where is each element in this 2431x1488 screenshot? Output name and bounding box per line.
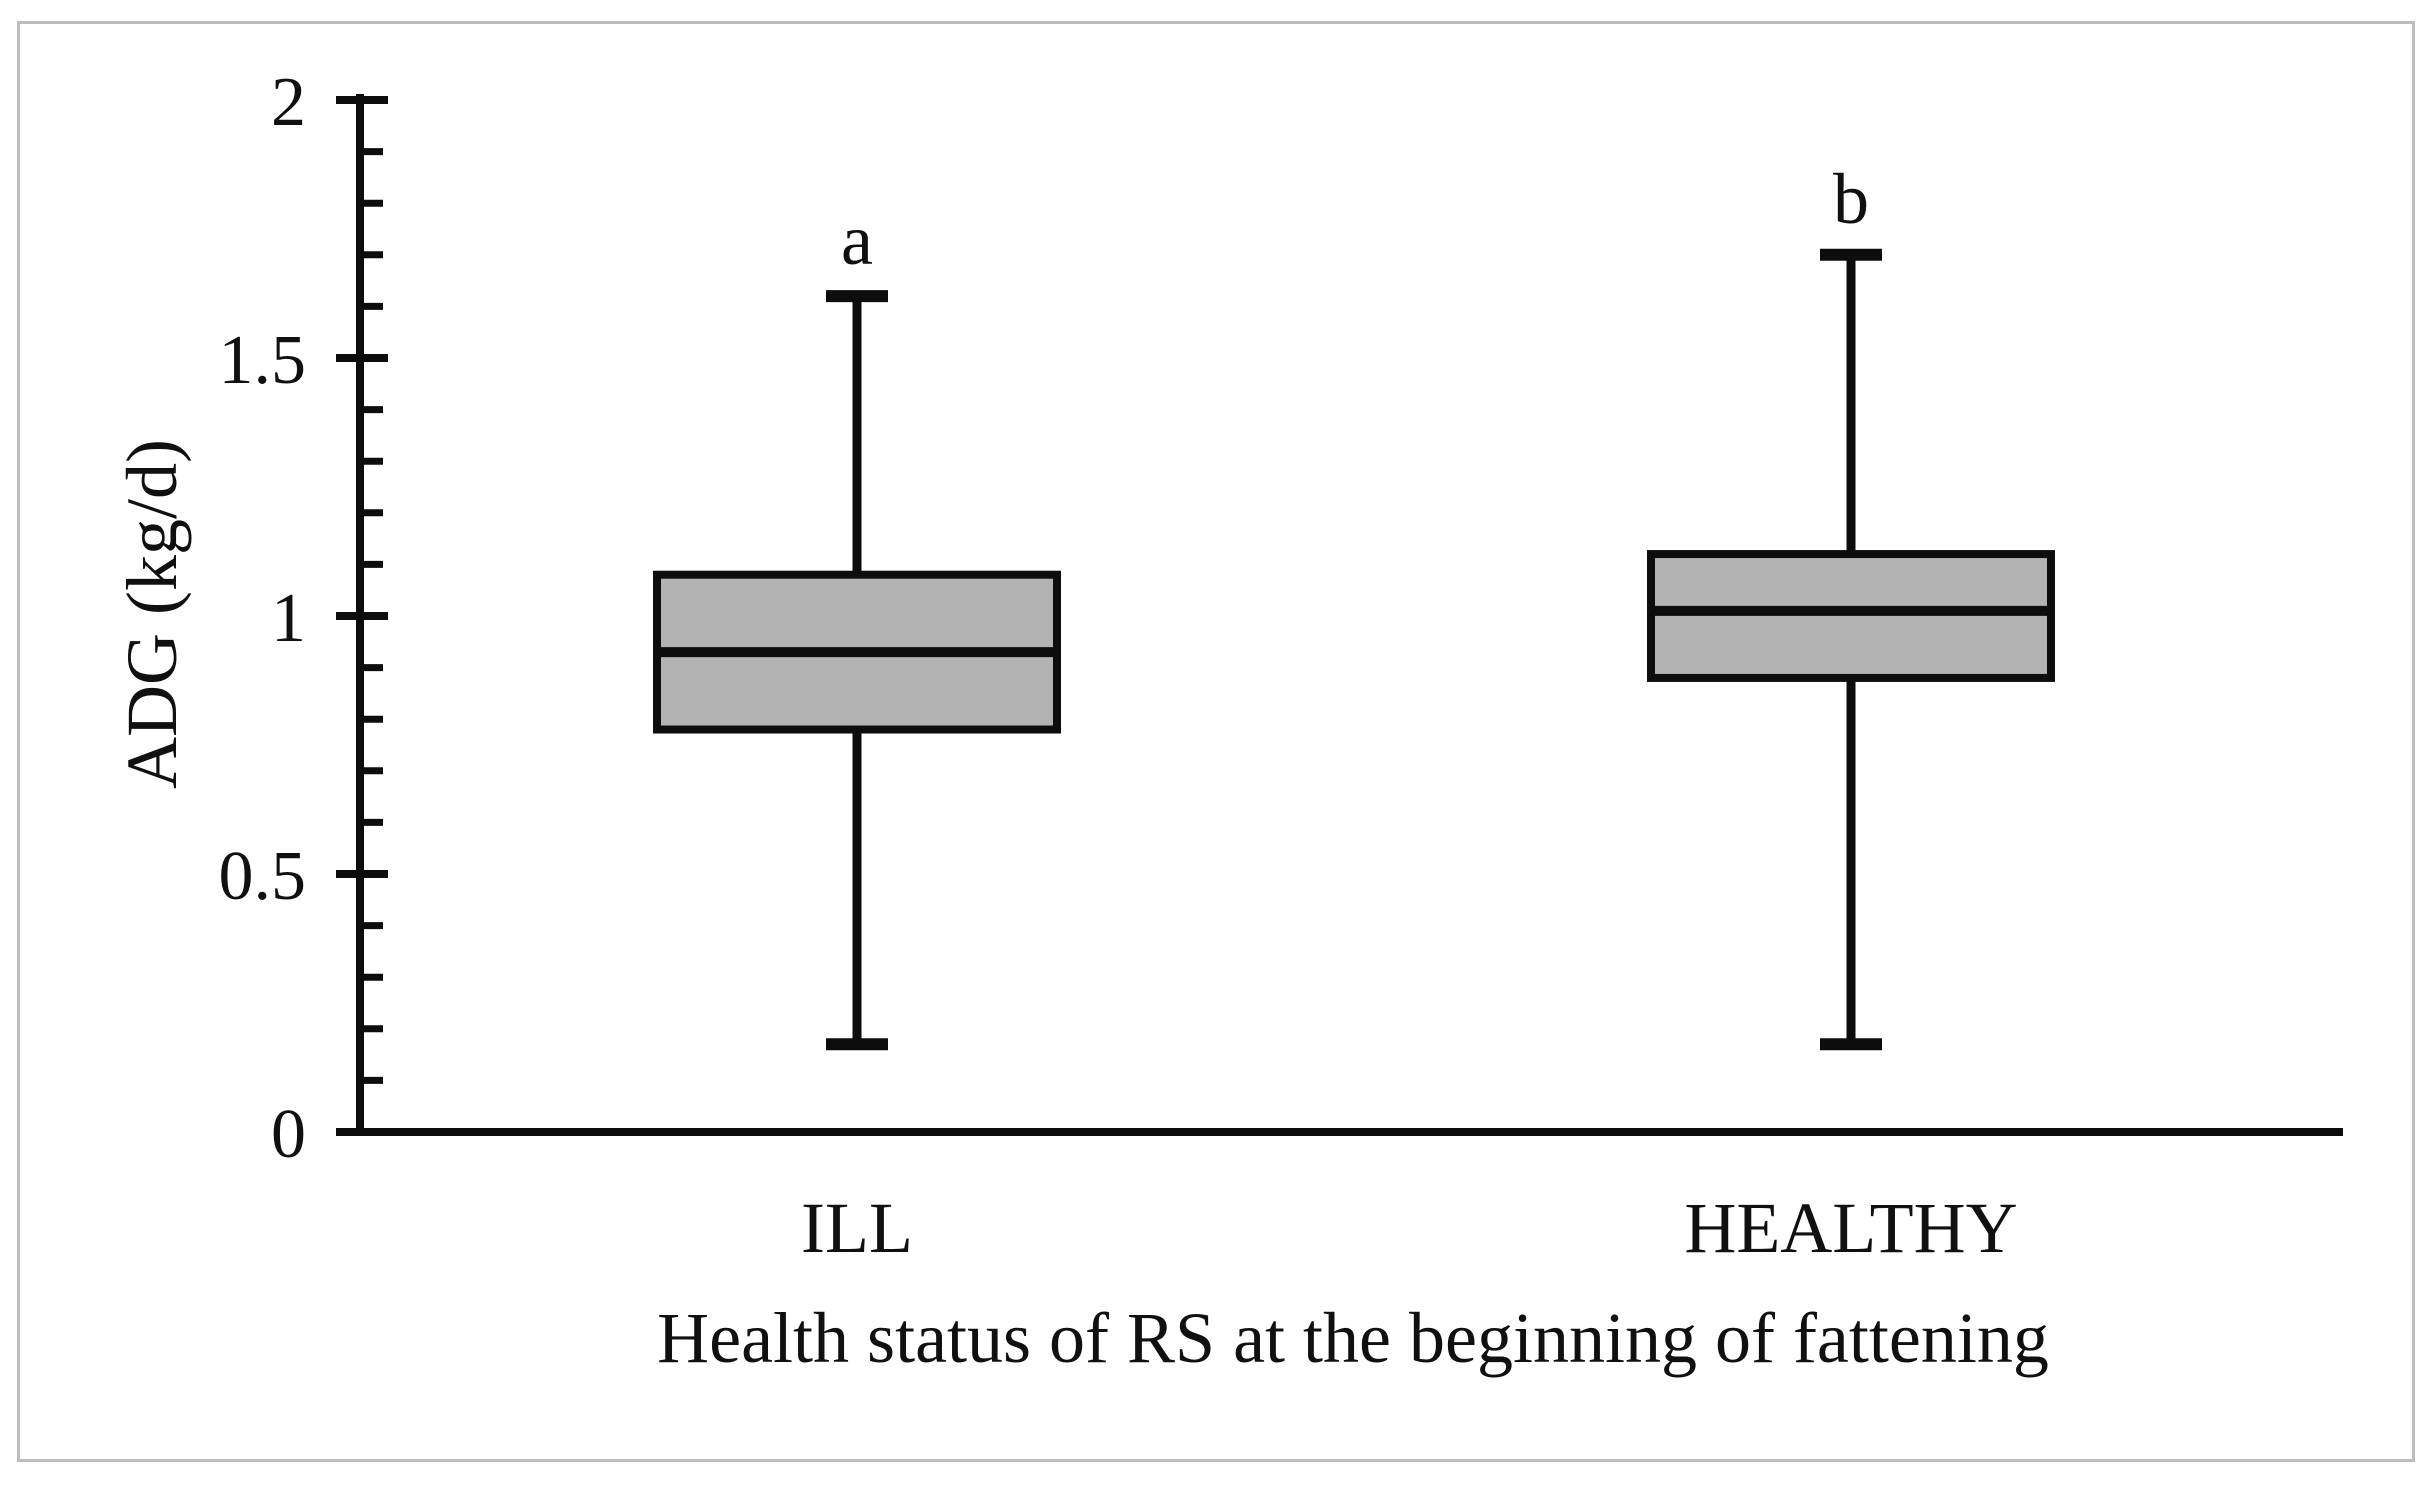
x-axis-title: Health status of RS at the beginning of … [657,1298,2049,1378]
plot-shapes [336,94,2343,1136]
ill-category-label: ILL [801,1188,913,1268]
healthy-significance-letter: b [1833,159,1869,239]
ill-significance-letter: a [841,200,873,280]
y-axis-title: ADG (kg/d) [112,439,192,789]
y-tick-label: 2 [271,64,306,141]
y-tick-label: 0.5 [219,838,307,915]
plot-labels: 0 0.5 1 1.5 2 a ILL b HEALTHY [219,64,2018,1268]
y-tick-label: 1 [271,580,306,657]
healthy-category-label: HEALTHY [1684,1188,2017,1268]
y-tick-label: 1.5 [219,322,307,399]
healthy-box [1647,550,2055,682]
y-tick-label: 0 [271,1096,306,1173]
